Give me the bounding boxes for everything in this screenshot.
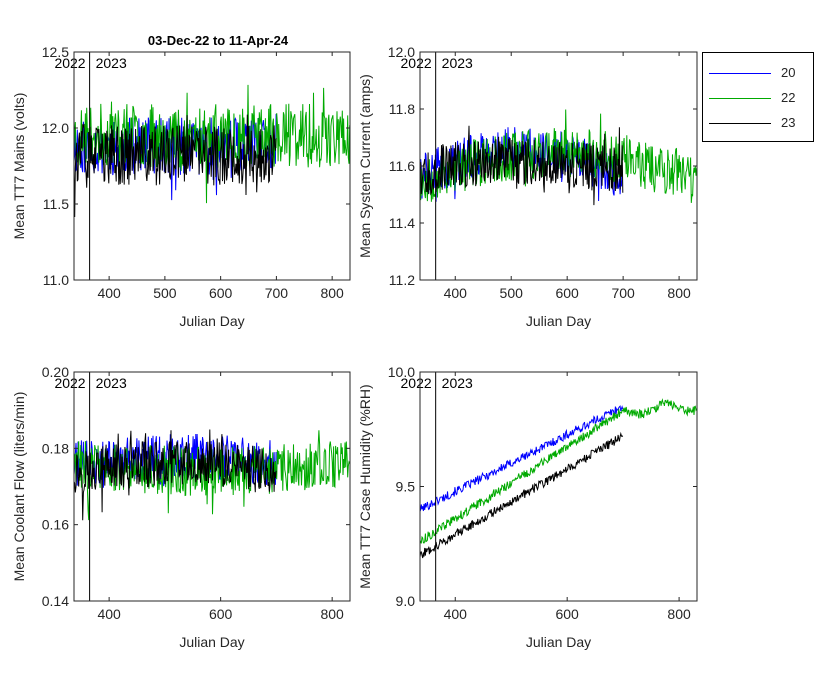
x-tick-label: 800 (667, 606, 691, 622)
series-line-20 (420, 405, 624, 512)
figure-title: 03-Dec-22 to 11-Apr-24 (148, 33, 289, 48)
series-line-22 (74, 84, 350, 204)
x-axis-label: Julian Day (179, 634, 244, 650)
x-axis-label: Julian Day (526, 634, 591, 650)
subplot-system-current: 2022 2023 400 500 600 700 800 11.2 11.4 11.6 11.8 1… (357, 44, 698, 329)
x-tick-label: 800 (667, 285, 691, 301)
y-tick-label: 12.5 (42, 44, 69, 60)
year-label-current: 2023 (96, 55, 127, 71)
x-tick-label: 600 (555, 606, 579, 622)
year-label-previous: 2022 (401, 55, 432, 71)
y-tick-label: 0.18 (42, 440, 69, 456)
y-tick-label: 9.5 (396, 479, 416, 495)
y-tick-label: 11.2 (389, 272, 415, 288)
x-tick-label: 500 (153, 285, 177, 301)
y-axis-label: Mean TT7 Case Humidity (%RH) (357, 384, 373, 588)
x-tick-label: 500 (500, 285, 524, 301)
series-group (420, 398, 697, 559)
legend-label-23: 23 (781, 115, 796, 130)
x-tick-label: 400 (97, 606, 121, 622)
legend-label-20: 20 (781, 65, 796, 80)
legend-swatch-20 (709, 73, 771, 74)
year-label-previous: 2022 (401, 375, 432, 391)
x-axis-label: Julian Day (526, 313, 591, 329)
y-tick-label: 0.20 (42, 364, 69, 380)
y-tick-label: 12.0 (388, 44, 415, 60)
y-tick-label: 11.8 (389, 101, 415, 117)
y-tick-label: 10.0 (388, 364, 415, 380)
year-label-current: 2023 (442, 375, 473, 391)
series-line-23 (74, 114, 277, 218)
x-tick-label: 400 (444, 285, 468, 301)
legend-item-22: 22 (709, 90, 809, 106)
x-tick-label: 800 (320, 606, 344, 622)
series-group (74, 429, 350, 521)
axes-box (73, 371, 351, 602)
y-tick-label: 11.4 (389, 215, 415, 231)
series-group (74, 84, 350, 218)
y-axis-label: Mean TT7 Mains (volts) (11, 93, 27, 240)
subplot-case-humidity: 2022 2023 400 600 800 9.0 9.5 10.0 Julian Day Mea… (357, 364, 698, 650)
x-tick-label: 600 (209, 606, 233, 622)
y-tick-label: 0.14 (42, 593, 69, 609)
x-tick-label: 600 (209, 285, 233, 301)
subplot-coolant-flow: 2022 2023 400 600 800 0.14 0.16 0.18 0.20 Julian … (11, 364, 351, 650)
legend-label-22: 22 (781, 90, 796, 105)
x-tick-label: 700 (611, 285, 635, 301)
year-label-current: 2023 (96, 375, 127, 391)
y-axis-label: Mean Coolant Flow (liters/min) (11, 392, 27, 582)
year-label-previous: 2022 (54, 375, 85, 391)
series-line-22 (420, 109, 697, 203)
series-line-22 (420, 398, 697, 544)
y-tick-label: 0.16 (42, 517, 69, 533)
year-label-current: 2023 (442, 55, 473, 71)
series-line-23 (420, 431, 624, 559)
subplot-mains-voltage: 2022 2023 400 500 600 700 800 11.0 11.5 12.0 12.5 J… (11, 44, 351, 329)
series-group (420, 109, 697, 206)
series-line-23 (420, 125, 624, 206)
legend-item-23: 23 (709, 115, 809, 131)
x-tick-label: 400 (444, 606, 468, 622)
y-axis-label: Mean System Current (amps) (357, 74, 373, 258)
legend-item-20: 20 (709, 65, 809, 81)
y-tick-label: 12.0 (42, 120, 69, 136)
axes-box (73, 51, 351, 281)
legend-swatch-23 (709, 123, 771, 124)
y-tick-label: 9.0 (396, 593, 416, 609)
legend-swatch-22 (709, 98, 771, 99)
series-line-23 (74, 429, 277, 521)
x-axis-label: Julian Day (179, 313, 244, 329)
year-label-previous: 2022 (54, 55, 85, 71)
x-tick-label: 600 (555, 285, 579, 301)
legend: 20 22 23 (702, 52, 814, 142)
y-tick-label: 11.6 (389, 158, 415, 174)
y-tick-label: 11.0 (43, 272, 69, 288)
x-tick-label: 400 (97, 285, 121, 301)
x-tick-label: 800 (320, 285, 344, 301)
y-tick-label: 11.5 (43, 196, 69, 212)
x-tick-label: 700 (265, 285, 289, 301)
